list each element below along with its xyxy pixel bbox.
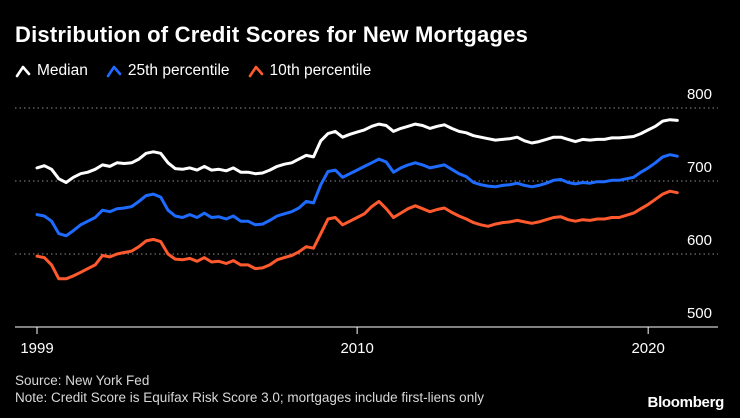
source-note: Source: New York Fed bbox=[15, 373, 150, 388]
legend-item-p25: 25th percentile bbox=[106, 62, 230, 80]
x-tick-label-2020: 2020 bbox=[631, 340, 664, 357]
chart-title: Distribution of Credit Scores for New Mo… bbox=[15, 22, 529, 47]
y-tick-label-800: 800 bbox=[687, 86, 712, 103]
series-line-p25 bbox=[35, 153, 679, 238]
series-line-p10 bbox=[35, 189, 679, 281]
series-line-median bbox=[35, 118, 679, 184]
legend-label-p25: 25th percentile bbox=[127, 62, 230, 79]
y-tick-label-700: 700 bbox=[687, 159, 712, 176]
legend-swatch-p25 bbox=[106, 65, 122, 78]
footnote: Note: Credit Score is Equifax Risk Score… bbox=[15, 390, 484, 405]
legend-item-median: Median bbox=[15, 62, 88, 80]
legend: Median 25th percentile 10th percentile bbox=[15, 62, 389, 80]
bloomberg-logo: Bloomberg bbox=[647, 394, 725, 411]
legend-label-median: Median bbox=[37, 62, 88, 79]
legend-label-p10: 10th percentile bbox=[269, 62, 372, 79]
x-tick-label-2010: 2010 bbox=[340, 340, 373, 357]
legend-swatch-median bbox=[15, 65, 31, 78]
legend-swatch-p10 bbox=[248, 65, 263, 78]
y-tick-label-600: 600 bbox=[687, 232, 712, 249]
x-tick-label-1999: 1999 bbox=[20, 340, 53, 357]
y-tick-label-500: 500 bbox=[687, 305, 712, 322]
legend-item-p10: 10th percentile bbox=[248, 62, 372, 80]
